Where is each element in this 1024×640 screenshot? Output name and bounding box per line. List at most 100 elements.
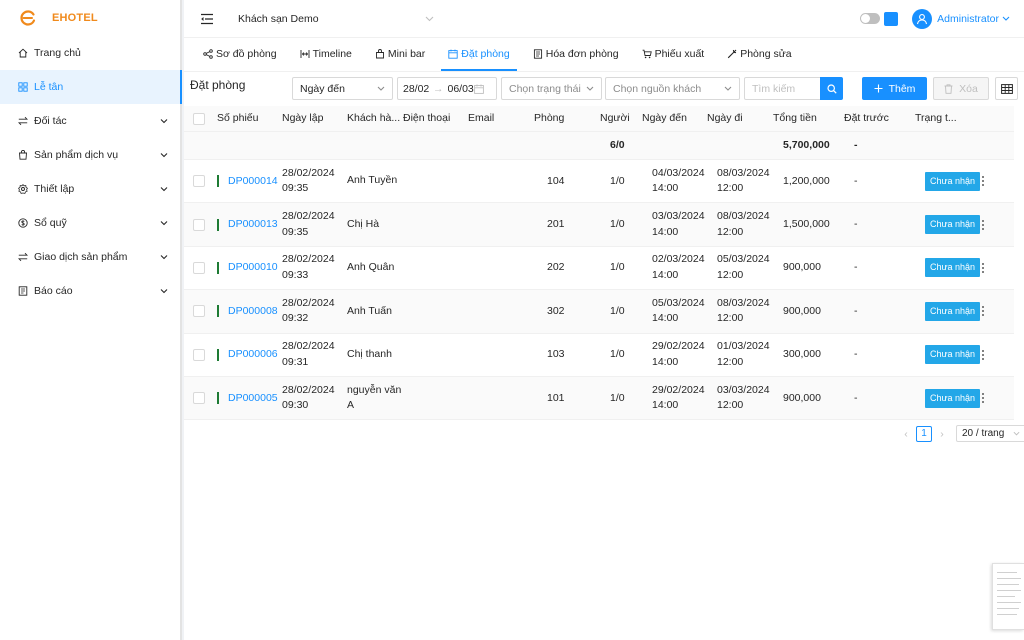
trash-icon [944, 83, 953, 94]
more-actions-icon[interactable] [982, 306, 985, 317]
row-checkbox[interactable] [193, 305, 205, 318]
more-actions-icon[interactable] [982, 393, 985, 404]
row-checkbox[interactable] [193, 392, 205, 405]
column-header[interactable]: Ngày đi [707, 112, 743, 124]
column-header[interactable]: Ngày đến [642, 112, 687, 124]
tab-0[interactable]: Sơ đồ phòng [196, 37, 284, 71]
booking-code-link[interactable]: DP000006 [228, 348, 278, 361]
tab-5[interactable]: Phiếu xuất [635, 37, 712, 71]
sidebar-item-label: Sổ quỹ [34, 217, 67, 229]
tab-label: Mini bar [387, 48, 426, 60]
tab-3[interactable]: Đặt phòng [441, 37, 518, 71]
table-row[interactable]: DP000010 28/02/2024 09:33 Anh Quân 202 1/0 02… [184, 247, 1014, 291]
tab-6[interactable]: Phòng sửa [720, 37, 798, 71]
search-button[interactable] [820, 77, 843, 100]
column-header[interactable]: Email [468, 112, 495, 124]
table-row[interactable]: DP000005 28/02/2024 09:30 nguyễn văn A 101 1… [184, 376, 1014, 421]
theme-toggle[interactable] [860, 13, 881, 24]
row-checkbox[interactable] [193, 218, 205, 231]
sidebar-item-0[interactable]: Trang chủ [0, 36, 180, 70]
booking-code-link[interactable]: DP000010 [228, 261, 278, 274]
search-input[interactable]: Tìm kiếm [744, 77, 821, 100]
sidebar-item-5[interactable]: Sổ quỹ [0, 206, 180, 240]
chevron-down-icon [160, 221, 168, 226]
sidebar-item-3[interactable]: Sản phẩm dịch vụ [0, 138, 180, 172]
select-all-checkbox[interactable] [193, 112, 205, 125]
menu-fold-icon[interactable] [200, 13, 214, 25]
swap-icon [18, 116, 28, 126]
user-name[interactable]: Administrator [937, 12, 999, 25]
sidebar-item-label: Sản phẩm dịch vụ [34, 149, 119, 161]
column-header[interactable]: Tổng tiền [773, 112, 817, 124]
date-from[interactable]: 28/02 [403, 82, 429, 95]
status-select[interactable]: Chọn trạng thái [501, 77, 602, 100]
sidebar-item-4[interactable]: Thiết lập [0, 172, 180, 206]
people-count: 1/0 [610, 304, 625, 317]
guest-source-select[interactable]: Chọn nguồn khách [605, 77, 740, 100]
page-number[interactable]: 1 [916, 425, 932, 442]
date-range-picker[interactable]: 28/02 → 06/03 [397, 77, 497, 100]
total-amount: 900,000 [783, 391, 821, 404]
tab-2[interactable]: Mini bar [368, 37, 432, 71]
column-header[interactable]: Ngày lập [282, 112, 324, 124]
column-header[interactable]: Điện thoại [403, 112, 451, 124]
more-actions-icon[interactable] [982, 349, 985, 360]
window-thumbnail[interactable] [992, 563, 1024, 630]
pagination: ‹ 1 › 20 / trang [900, 425, 1024, 442]
chevron-down-icon [586, 86, 594, 91]
people-count: 1/0 [610, 261, 625, 274]
deposit-amount: - [854, 391, 858, 404]
tool-icon [727, 49, 737, 59]
timeline-icon [300, 49, 310, 59]
add-button[interactable]: Thêm [862, 77, 927, 100]
sidebar-item-2[interactable]: Đối tác [0, 104, 180, 138]
user-avatar-icon[interactable] [912, 8, 933, 29]
sidebar-item-7[interactable]: Báo cáo [0, 274, 180, 308]
column-header[interactable]: Người [600, 112, 630, 124]
deposit-amount: - [854, 348, 858, 361]
column-settings-button[interactable] [995, 77, 1018, 100]
table-summary-row: 6/0 5,700,000 - [184, 132, 1014, 160]
coin-icon [18, 218, 28, 228]
column-header[interactable]: Đặt trước [844, 112, 889, 124]
table-row[interactable]: DP000008 28/02/2024 09:32 Anh Tuấn 302 1/0 05… [184, 290, 1014, 334]
prev-page-icon[interactable]: ‹ [904, 427, 908, 440]
column-header[interactable]: Phòng [534, 112, 565, 124]
chevron-down-icon[interactable] [1002, 16, 1010, 21]
booking-code-link[interactable]: DP000005 [228, 391, 278, 404]
color-swatch-button[interactable] [884, 11, 899, 26]
more-actions-icon[interactable] [982, 262, 985, 273]
column-header[interactable]: Khách hà... [347, 112, 401, 124]
sidebar-item-1[interactable]: Lễ tân [0, 70, 182, 104]
sidebar-item-6[interactable]: Giao dịch sản phẩm [0, 240, 180, 274]
booking-code-link[interactable]: DP000014 [228, 174, 278, 187]
row-checkbox[interactable] [193, 261, 205, 274]
delete-button[interactable]: Xóa [933, 77, 989, 100]
row-checkbox[interactable] [193, 175, 205, 188]
tab-label: Hóa đơn phòng [545, 48, 619, 60]
more-actions-icon[interactable] [982, 219, 985, 230]
chevron-down-icon [160, 187, 168, 192]
row-checkbox[interactable] [193, 348, 205, 361]
table-row[interactable]: DP000013 28/02/2024 09:35 Chị Hà 201 1/0 03/0… [184, 203, 1014, 247]
column-header[interactable]: Số phiếu [217, 112, 259, 124]
booking-code-link[interactable]: DP000013 [228, 218, 278, 231]
guest-source-placeholder: Chọn nguồn khách [613, 82, 702, 95]
column-header[interactable]: Trạng t... [915, 112, 957, 124]
checkin-date: 04/03/2024 14:00 [652, 166, 705, 195]
chevron-down-icon [160, 153, 168, 158]
booking-code-link[interactable]: DP000008 [228, 304, 278, 317]
logo[interactable]: EHOTEL [0, 0, 180, 36]
date-to[interactable]: 06/03 [447, 82, 474, 95]
table-row[interactable]: DP000006 28/02/2024 09:31 Chị thanh 103 1/0 2… [184, 334, 1014, 377]
date-type-select[interactable]: Ngày đến [292, 77, 393, 100]
hotel-select[interactable]: Khách sạn Demo [238, 7, 438, 31]
total-amount: 1,500,000 [783, 218, 830, 231]
tab-1[interactable]: Timeline [293, 37, 359, 71]
page-size-select[interactable]: 20 / trang [956, 425, 1024, 442]
next-page-icon[interactable]: › [940, 427, 944, 440]
created-date: 28/02/2024 09:35 [282, 210, 335, 238]
tab-4[interactable]: Hóa đơn phòng [526, 37, 626, 71]
more-actions-icon[interactable] [982, 176, 985, 187]
table-row[interactable]: DP000014 28/02/2024 09:35 Anh Tuyền 104 1/0 0… [184, 160, 1014, 204]
